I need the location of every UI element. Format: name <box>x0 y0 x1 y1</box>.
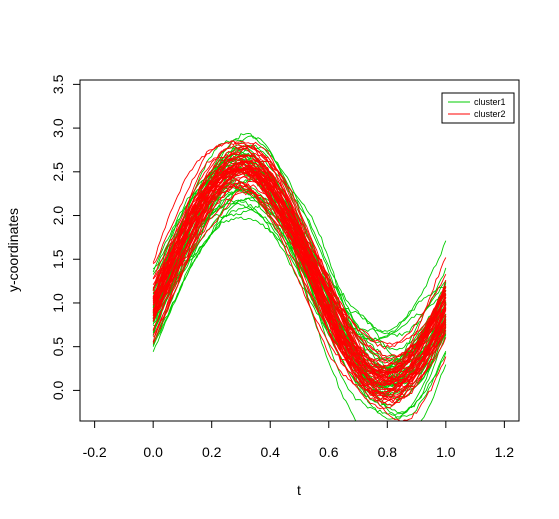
x-tick-label: 1.2 <box>495 444 515 460</box>
y-tick-label: 3.5 <box>50 74 66 94</box>
x-axis-title: t <box>297 482 301 498</box>
legend-label-cluster2: cluster2 <box>474 109 506 119</box>
x-tick-label: 0.0 <box>143 444 163 460</box>
cluster2-curve <box>152 151 447 388</box>
legend-label-cluster1: cluster1 <box>474 97 506 107</box>
cluster2-curve <box>152 162 447 402</box>
x-tick-label: 1.0 <box>436 444 456 460</box>
y-tick-label: 3.0 <box>50 118 66 138</box>
y-tick-label: 0.5 <box>50 337 66 357</box>
cluster2-curve <box>152 165 447 375</box>
y-axis: 0.0 0.5 1.0 1.5 2.0 2.5 3.0 3.5 <box>50 74 81 400</box>
y-axis-title: y-coordinates <box>5 208 21 292</box>
cluster2-curve <box>152 180 447 386</box>
cluster2-curve <box>152 140 447 386</box>
legend: cluster1 cluster2 <box>441 92 515 124</box>
y-tick-label: 0.0 <box>50 380 66 400</box>
cluster2-curve <box>152 170 447 376</box>
cluster2-curve <box>152 153 447 396</box>
cluster2-curve <box>152 154 447 390</box>
x-axis: -0.2 0.0 0.2 0.4 0.6 0.8 1.0 1.2 <box>83 420 515 460</box>
cluster2-curve <box>152 146 447 394</box>
x-tick-label: 0.6 <box>319 444 339 460</box>
x-tick-label: 0.8 <box>378 444 398 460</box>
curves-layer <box>152 132 447 421</box>
x-tick-label: -0.2 <box>83 444 107 460</box>
y-tick-label: 2.5 <box>50 162 66 182</box>
y-tick-label: 1.5 <box>50 249 66 269</box>
x-tick-label: 0.4 <box>260 444 280 460</box>
x-tick-label: 0.2 <box>202 444 222 460</box>
cluster2-curve <box>152 181 447 375</box>
y-tick-label: 1.0 <box>50 293 66 313</box>
legend-box <box>441 92 515 124</box>
cluster2-curve <box>152 190 447 345</box>
y-tick-label: 2.0 <box>50 206 66 226</box>
